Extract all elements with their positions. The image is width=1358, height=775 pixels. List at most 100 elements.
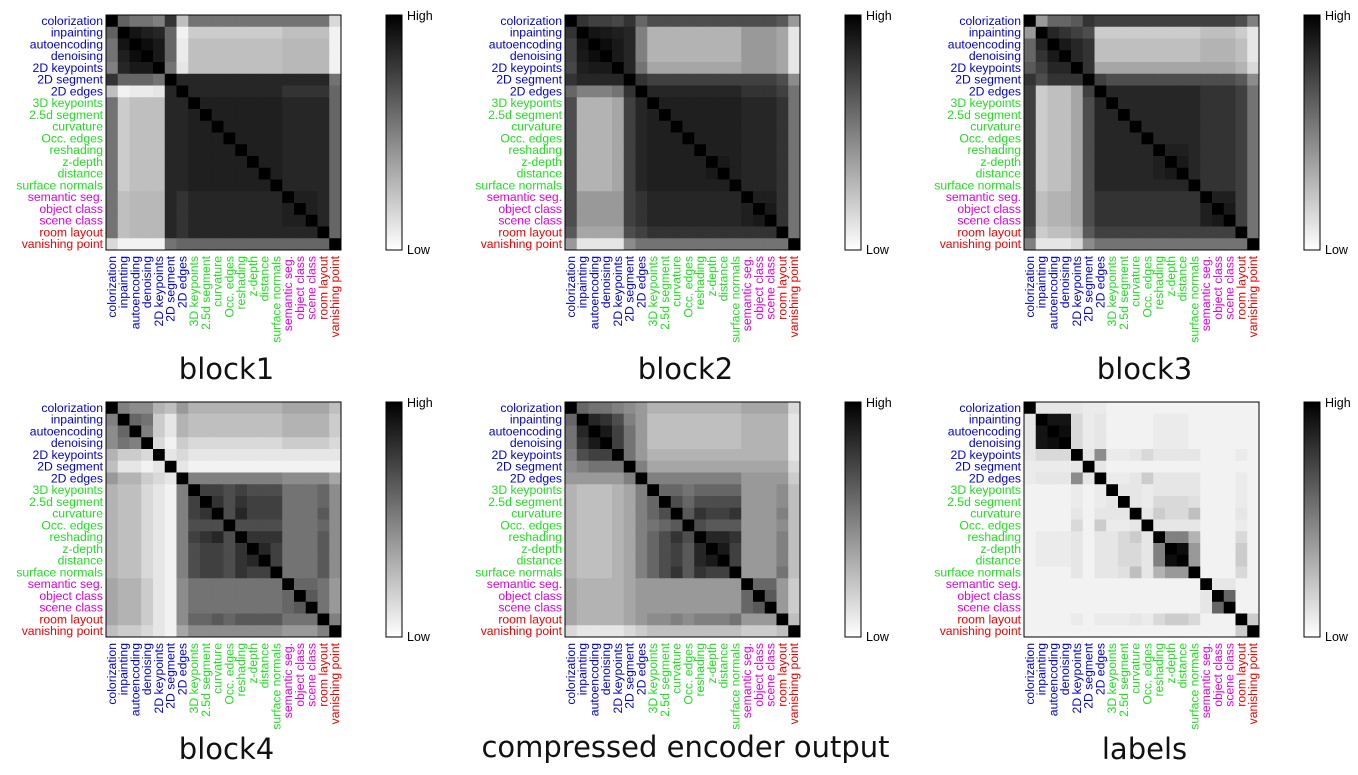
heatmap-cell <box>741 85 754 98</box>
heatmap-cell <box>1071 484 1084 497</box>
heatmap-cell <box>1129 449 1142 462</box>
heatmap-cell <box>764 179 777 192</box>
heatmap-cell <box>623 203 636 216</box>
heatmap-cell <box>1059 109 1072 122</box>
heatmap-cell <box>1024 496 1037 509</box>
heatmap-cell <box>305 519 318 532</box>
heatmap-cell <box>247 578 260 591</box>
heatmap-cell <box>106 543 119 556</box>
row-label: object class <box>498 589 562 603</box>
heatmap-cell <box>117 191 130 204</box>
heatmap-cell <box>588 50 601 63</box>
heatmap-cell <box>223 484 236 497</box>
heatmap-cell <box>764 543 777 556</box>
row-label: curvature <box>52 507 103 521</box>
heatmap-cell <box>294 15 307 28</box>
heatmap-cell <box>188 484 201 497</box>
column-label: reshading <box>1152 643 1166 697</box>
heatmap-cell <box>788 507 801 520</box>
heatmap-cell <box>270 156 283 169</box>
heatmap-cell <box>1141 97 1154 110</box>
heatmap-cell <box>788 120 801 133</box>
row-label: z-depth <box>980 155 1021 169</box>
heatmap-cell <box>258 601 271 614</box>
heatmap-cell <box>106 73 119 86</box>
heatmap-cell <box>1176 238 1189 251</box>
row-label: 2.5d segment <box>947 495 1021 509</box>
heatmap-cell <box>612 543 625 556</box>
heatmap-cell <box>164 109 177 122</box>
heatmap-cell <box>317 554 330 567</box>
column-label: 2D segment <box>623 255 637 321</box>
row-label: object class <box>957 589 1021 603</box>
heatmap-cell <box>1094 613 1107 626</box>
heatmap-cell <box>1212 238 1225 251</box>
row-label: distance <box>58 554 104 568</box>
heatmap-cell <box>235 519 248 532</box>
heatmap-cell <box>776 191 789 204</box>
heatmap-cell <box>764 601 777 614</box>
heatmap-cell <box>776 156 789 169</box>
heatmap-frame <box>1023 401 1260 638</box>
heatmap-cell <box>1212 167 1225 180</box>
heatmap-cell <box>106 85 119 98</box>
heatmap-cell <box>317 85 330 98</box>
colorbar-low-label: Low <box>1325 243 1349 257</box>
heatmap-cell <box>588 132 601 145</box>
heatmap-cell <box>1129 15 1142 28</box>
heatmap-cell <box>117 73 130 86</box>
heatmap-cell <box>694 203 707 216</box>
heatmap-cell <box>117 402 130 415</box>
heatmap-cell <box>1024 120 1037 133</box>
heatmap-cell <box>1235 554 1248 567</box>
heatmap-cell <box>270 566 283 579</box>
heatmap-cell <box>1082 601 1095 614</box>
colorbar-low-label: Low <box>1325 630 1349 644</box>
heatmap-cell <box>1106 531 1119 544</box>
heatmap-cell <box>164 543 177 556</box>
heatmap-cell <box>1223 519 1236 532</box>
heatmap-cell <box>635 97 648 110</box>
heatmap-cell <box>1059 484 1072 497</box>
colorbar-high-label: High <box>1325 396 1351 410</box>
heatmap-cell <box>565 425 578 438</box>
heatmap-cell <box>1035 437 1048 450</box>
heatmap-cell <box>141 613 154 626</box>
heatmap-cell <box>200 425 213 438</box>
heatmap-cell <box>1188 38 1201 51</box>
heatmap-cell <box>1047 26 1060 39</box>
heatmap-cell <box>176 214 189 227</box>
heatmap-cell <box>129 73 142 86</box>
heatmap-cell <box>1153 578 1166 591</box>
heatmap-cell <box>282 50 295 63</box>
heatmap-cell <box>670 179 683 192</box>
heatmap-cell <box>247 519 260 532</box>
heatmap-cell <box>200 62 213 75</box>
heatmap-cell <box>565 531 578 544</box>
heatmap-cell <box>235 191 248 204</box>
heatmap-cell <box>1188 156 1201 169</box>
heatmap-cell <box>576 132 589 145</box>
row-label: Occ. edges <box>41 131 103 145</box>
heatmap-cell <box>1059 214 1072 227</box>
heatmap-cell <box>635 109 648 122</box>
heatmap-cell <box>741 413 754 426</box>
heatmap-cell <box>753 449 766 462</box>
heatmap-cell <box>600 15 613 28</box>
heatmap-cell <box>1212 566 1225 579</box>
heatmap-cell <box>729 566 742 579</box>
heatmap-cell <box>1047 191 1060 204</box>
row-label: 2D edges <box>51 84 103 98</box>
heatmap-cell <box>764 203 777 216</box>
heatmap-cell <box>176 554 189 567</box>
column-label: 2D keypoints <box>152 643 166 713</box>
heatmap-cell <box>588 460 601 473</box>
row-label: reshading <box>508 143 562 157</box>
heatmap-cell <box>106 519 119 532</box>
heatmap-cell <box>717 543 730 556</box>
heatmap-cell <box>694 73 707 86</box>
heatmap-cell <box>706 203 719 216</box>
heatmap-cell <box>788 26 801 39</box>
heatmap-cell <box>1212 590 1225 603</box>
heatmap-cell <box>317 167 330 180</box>
